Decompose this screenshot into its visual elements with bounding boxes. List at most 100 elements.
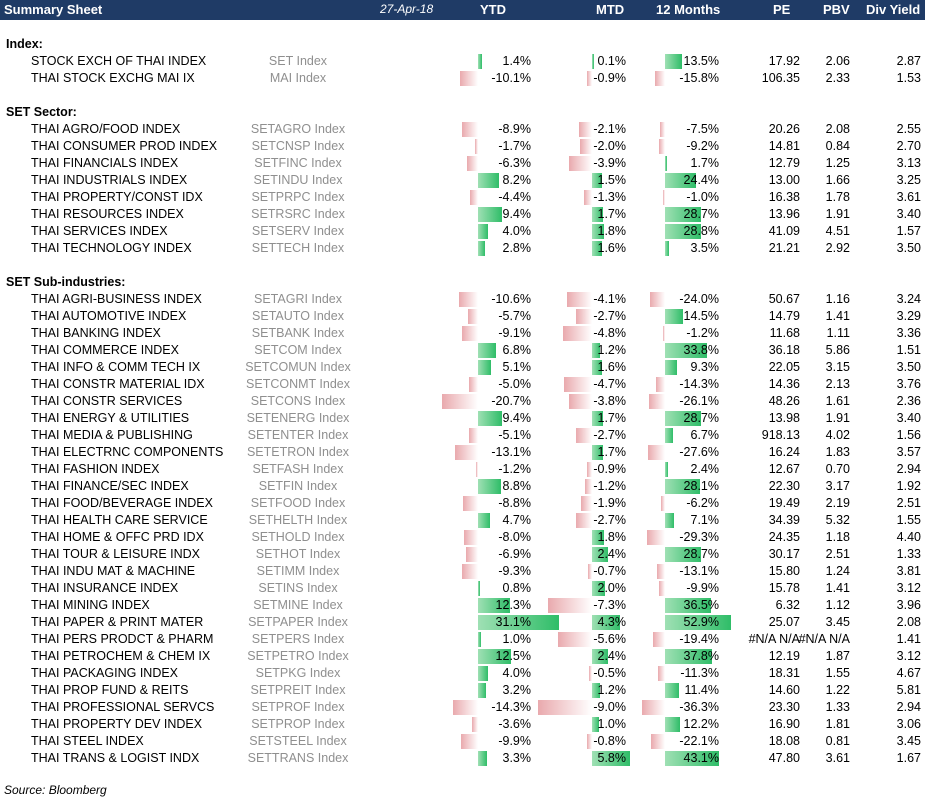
- section-title: SET Sub-industries:: [6, 275, 126, 289]
- mtd-value: -2.7%: [593, 513, 626, 527]
- pe-value: 14.79: [768, 309, 800, 323]
- table-row: THAI FINANCE/SEC INDEX SETFIN Index 8.8% -1…: [0, 478, 925, 495]
- mtd-value: 1.6%: [597, 241, 627, 255]
- m12-bar: [658, 581, 665, 596]
- mtd-value: 1.7%: [597, 445, 627, 459]
- dy-value: 1.53: [896, 71, 921, 85]
- mtd-value: 0.1%: [597, 54, 627, 68]
- table-row: THAI TRANS & LOGIST INDX SETTRANS Index 3.…: [0, 750, 925, 767]
- mtd-bar: [592, 54, 594, 69]
- dy-value: 3.50: [896, 360, 921, 374]
- mtd-value: -4.1%: [593, 292, 626, 306]
- index-name: THAI INFO & COMM TECH IX: [31, 360, 201, 374]
- m12-value: 6.7%: [690, 428, 720, 442]
- ytd-bar: [478, 241, 486, 256]
- index-ticker: SETPROF Index: [251, 700, 345, 714]
- ytd-value: 8.2%: [502, 173, 532, 187]
- mtd-bar: [592, 751, 630, 766]
- index-name: THAI ENERGY & UTILITIES: [31, 411, 190, 425]
- pe-value: 13.00: [768, 173, 800, 187]
- mtd-value: 1.0%: [597, 717, 627, 731]
- mtd-bar: [563, 377, 592, 392]
- pe-value: 50.67: [768, 292, 800, 306]
- mtd-bar: [584, 479, 592, 494]
- ytd-bar: [478, 615, 559, 630]
- pbv-value: 2.33: [825, 71, 850, 85]
- mtd-value: 1.6%: [597, 360, 627, 374]
- pbv-value: 2.51: [825, 547, 850, 561]
- ytd-bar: [471, 717, 478, 732]
- m12-value: -1.2%: [686, 326, 719, 340]
- index-ticker: MAI Index: [269, 71, 327, 85]
- mtd-bar: [592, 343, 600, 358]
- m12-bar: [665, 428, 674, 443]
- ytd-bar: [469, 377, 478, 392]
- ytd-value: -13.1%: [491, 445, 531, 459]
- dy-value: 1.55: [896, 513, 921, 527]
- pe-value: 41.09: [768, 224, 800, 238]
- m12-bar: [647, 445, 665, 460]
- ytd-value: 8.8%: [502, 479, 532, 493]
- m12-bar: [642, 700, 665, 715]
- m12-bar: [665, 411, 701, 426]
- mtd-value: 5.8%: [597, 751, 627, 765]
- dy-value: 2.36: [896, 394, 921, 408]
- pe-value: 14.36: [768, 377, 800, 391]
- ytd-bar: [459, 292, 478, 307]
- pbv-value: 1.25: [825, 156, 850, 170]
- pbv-value: 4.51: [825, 224, 850, 238]
- pbv-value: 2.08: [825, 122, 850, 136]
- mtd-value: -2.1%: [593, 122, 626, 136]
- ytd-bar: [478, 751, 487, 766]
- dy-value: 3.61: [896, 190, 921, 204]
- dy-value: 3.12: [896, 649, 921, 663]
- dy-value: 1.56: [896, 428, 921, 442]
- m12-bar: [651, 734, 665, 749]
- pbv-value: 1.66: [825, 173, 850, 187]
- ytd-bar: [462, 122, 478, 137]
- pe-value: 48.26: [768, 394, 800, 408]
- ytd-bar: [452, 700, 478, 715]
- index-ticker: SETINDU Index: [253, 173, 343, 187]
- mtd-value: 1.2%: [597, 343, 627, 357]
- mtd-value: 1.7%: [597, 411, 627, 425]
- m12-bar: [665, 479, 701, 494]
- mtd-value: -2.7%: [593, 428, 626, 442]
- table-row: THAI AGRI-BUSINESS INDEX SETAGRI Index -10…: [0, 291, 925, 308]
- table-row: THAI AUTOMOTIVE INDEX SETAUTO Index -5.7% -…: [0, 308, 925, 325]
- mtd-bar: [548, 598, 592, 613]
- dy-value: 2.94: [896, 462, 921, 476]
- ytd-value: -9.3%: [498, 564, 531, 578]
- index-ticker: SETPRPC Index: [251, 190, 345, 204]
- index-name: THAI CONSTR MATERIAL IDX: [31, 377, 205, 391]
- ytd-value: 9.4%: [502, 207, 532, 221]
- index-name: THAI PETROCHEM & CHEM IX: [31, 649, 211, 663]
- ytd-value: 4.7%: [502, 513, 532, 527]
- col-ytd-header: YTD: [480, 2, 506, 17]
- pe-value: 18.08: [768, 734, 800, 748]
- pe-value: 13.96: [768, 207, 800, 221]
- mtd-value: -7.3%: [593, 598, 626, 612]
- table-row: THAI PROFESSIONAL SERVCS SETPROF Index -14…: [0, 699, 925, 716]
- mtd-bar: [568, 156, 592, 171]
- m12-bar: [665, 462, 668, 477]
- index-name: THAI PACKAGING INDEX: [31, 666, 179, 680]
- index-name: THAI INDU MAT & MACHINE: [31, 564, 196, 578]
- ytd-value: 0.8%: [502, 581, 532, 595]
- pbv-value: 2.06: [825, 54, 850, 68]
- ytd-bar: [462, 496, 478, 511]
- m12-bar: [661, 496, 665, 511]
- pe-value: 30.17: [768, 547, 800, 561]
- pbv-value: 0.84: [825, 139, 850, 153]
- m12-bar: [665, 649, 713, 664]
- index-ticker: SETPERS Index: [251, 632, 345, 646]
- m12-bar: [665, 513, 674, 528]
- ytd-bar: [460, 734, 478, 749]
- index-name: THAI MINING INDEX: [31, 598, 150, 612]
- index-ticker: SETPREIT Index: [250, 683, 346, 697]
- mtd-value: -1.3%: [593, 190, 626, 204]
- dy-value: 2.94: [896, 700, 921, 714]
- pe-value: 23.30: [768, 700, 800, 714]
- pbv-value: 1.61: [825, 394, 850, 408]
